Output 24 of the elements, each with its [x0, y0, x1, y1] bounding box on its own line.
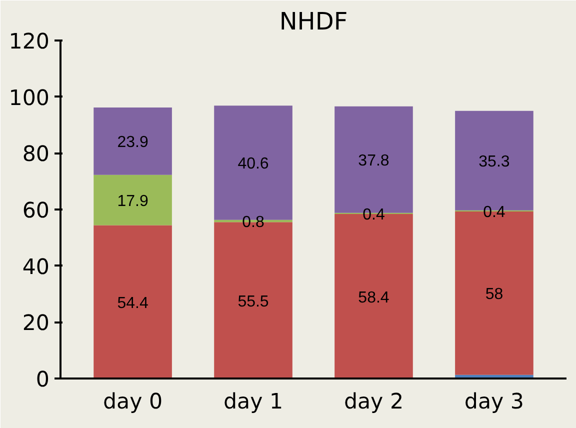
data-label: 40.6 [238, 156, 269, 173]
data-label: 23.9 [117, 134, 148, 152]
y-tick-label: 80 [22, 142, 50, 168]
data-label: 58.4 [358, 289, 390, 306]
y-tick-label: 40 [22, 254, 50, 280]
data-label: 37.8 [358, 152, 390, 170]
data-label: 58 [485, 286, 504, 304]
y-tick-label: 120 [8, 30, 50, 54]
data-label: 55.5 [238, 293, 269, 310]
x-tick-label: day 3 [464, 390, 524, 414]
y-tick-label: 60 [22, 198, 50, 224]
bar [94, 174, 172, 226]
chart-title: NHDF [279, 8, 348, 36]
data-label: 54.4 [117, 294, 148, 312]
x-tick-label: day 1 [223, 390, 284, 414]
y-tick-label: 0 [36, 368, 50, 392]
bar [94, 225, 172, 378]
data-label: 35.3 [478, 154, 510, 171]
y-tick-label: 100 [8, 86, 50, 111]
x-tick-label: day 0 [102, 390, 163, 414]
bar [94, 108, 172, 175]
data-label: 17.9 [117, 193, 148, 210]
x-tick-label: day 2 [344, 390, 404, 414]
y-tick-label: 20 [22, 311, 50, 336]
